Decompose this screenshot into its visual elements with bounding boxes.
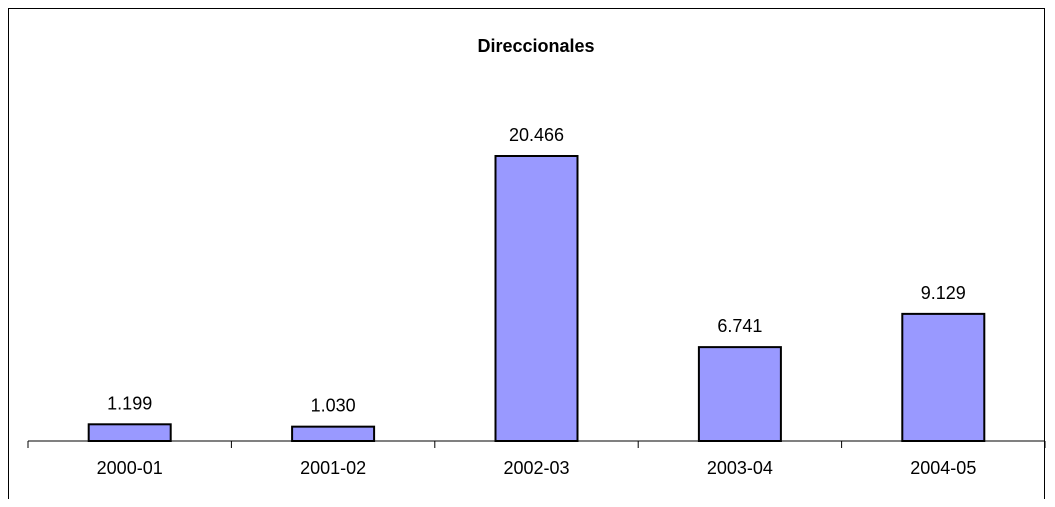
x-tick-label-2001-02: 2001-02 <box>300 458 366 478</box>
bar-2002-03 <box>494 155 579 442</box>
bar-2004-05 <box>901 312 986 442</box>
labels-layer: 1.199 1.030 20.466 6.741 9.129 <box>107 125 966 416</box>
data-label-2000-01: 1.199 <box>107 393 152 413</box>
data-label-2004-05: 9.129 <box>921 283 966 303</box>
bar-2003-04 <box>697 346 782 442</box>
data-label-2002-03: 20.466 <box>509 125 564 145</box>
bar-2001-02 <box>291 425 376 443</box>
x-tick-label-2004-05: 2004-05 <box>910 458 976 478</box>
bar-2000-01 <box>87 423 172 442</box>
data-label-2001-02: 1.030 <box>311 396 356 416</box>
x-tick-label-2002-03: 2002-03 <box>503 458 569 478</box>
x-axis: 2000-01 2001-02 2002-03 2003-04 2004-05 <box>27 440 1046 478</box>
x-tick-label-2000-01: 2000-01 <box>97 458 163 478</box>
x-tick-label-2003-04: 2003-04 <box>707 458 773 478</box>
bars-layer <box>87 155 986 443</box>
data-label-2003-04: 6.741 <box>717 316 762 336</box>
chart-title: Direccionales <box>477 36 594 56</box>
